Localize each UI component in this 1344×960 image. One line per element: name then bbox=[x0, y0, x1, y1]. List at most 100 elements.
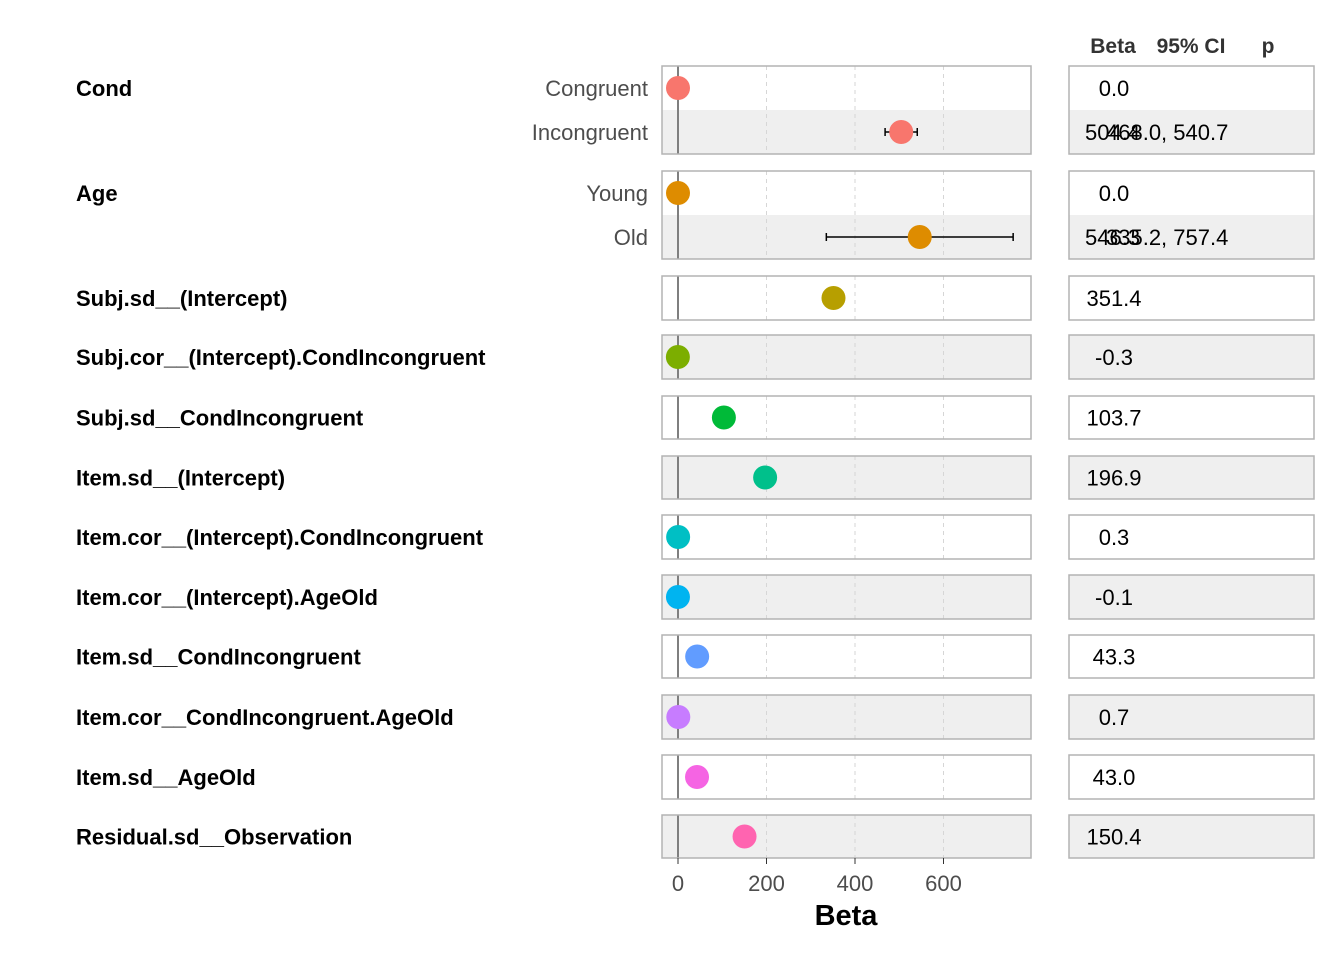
table-panel-border bbox=[1068, 694, 1315, 740]
table-header: Beta 95% CI p bbox=[1090, 35, 1274, 58]
row-shade bbox=[662, 815, 1031, 858]
table-beta-value: 196.9 bbox=[1086, 466, 1141, 491]
term-group: Item.sd__(Intercept) 196.9 bbox=[76, 455, 1315, 500]
table-panel-border bbox=[1068, 514, 1315, 560]
row-shade bbox=[662, 695, 1031, 739]
term-group: Item.sd__CondIncongruent 43.3 bbox=[76, 634, 1315, 679]
table-panel-border bbox=[1068, 634, 1315, 679]
row-shade bbox=[1069, 695, 1314, 739]
plot-panel-border bbox=[661, 634, 1032, 679]
table-beta-value: 103.7 bbox=[1086, 406, 1141, 431]
term-label: Subj.sd__(Intercept) bbox=[76, 286, 287, 311]
plot-panel-border bbox=[661, 170, 1032, 260]
level-label: Incongruent bbox=[532, 120, 648, 145]
term-group: Subj.cor__(Intercept).CondIncongruent -0.… bbox=[76, 334, 1315, 380]
table-panel-border bbox=[1068, 574, 1315, 620]
term-group: Item.sd__AgeOld 43.0 bbox=[76, 754, 1315, 800]
plot-panel-border bbox=[661, 65, 1032, 155]
estimate-point bbox=[666, 705, 691, 729]
table-beta-value: -0.1 bbox=[1095, 585, 1133, 610]
row-shade bbox=[1069, 110, 1314, 154]
row-shade bbox=[662, 456, 1031, 499]
table-ci-value: 468.0, 540.7 bbox=[1106, 120, 1228, 145]
table-beta-value: 0.0 bbox=[1099, 76, 1130, 101]
estimate-point bbox=[732, 824, 757, 849]
term-group: Residual.sd__Observation 150.4 bbox=[76, 814, 1315, 859]
table-beta-value: 0.0 bbox=[1099, 181, 1130, 206]
plot-panel-border bbox=[661, 275, 1032, 321]
estimate-point bbox=[753, 465, 778, 490]
table-panel-border bbox=[1068, 395, 1315, 440]
level-label: Young bbox=[586, 181, 648, 206]
plot-panel-border bbox=[661, 334, 1032, 380]
term-label: Item.sd__AgeOld bbox=[76, 765, 256, 790]
x-tick-label: 400 bbox=[837, 871, 874, 896]
table-header-beta: Beta bbox=[1090, 35, 1136, 58]
plot-panel-border bbox=[661, 514, 1032, 560]
table-beta-value: 546.3 bbox=[1085, 225, 1140, 250]
x-tick-label: 0 bbox=[672, 871, 684, 896]
term-label: Item.cor__CondIncongruent.AgeOld bbox=[76, 705, 454, 730]
term-label: Item.cor__(Intercept).CondIncongruent bbox=[76, 525, 484, 550]
row-shade bbox=[1069, 456, 1314, 499]
table-beta-value: 351.4 bbox=[1086, 286, 1141, 311]
estimate-point bbox=[685, 765, 710, 789]
table-panel-border bbox=[1068, 334, 1315, 380]
term-label: Age bbox=[76, 181, 118, 206]
estimate-point bbox=[666, 76, 690, 100]
term-label: Cond bbox=[76, 76, 132, 101]
row-shade bbox=[662, 110, 1031, 154]
x-tick-label: 200 bbox=[748, 871, 785, 896]
term-label: Item.cor__(Intercept).AgeOld bbox=[76, 585, 378, 610]
estimate-point bbox=[685, 644, 710, 669]
estimate-point bbox=[666, 181, 690, 205]
table-beta-value: 504.4 bbox=[1085, 120, 1140, 145]
table-panel-border bbox=[1068, 754, 1315, 800]
term-group: Subj.sd__CondIncongruent 103.7 bbox=[76, 395, 1315, 440]
term-group: Item.cor__CondIncongruent.AgeOld 0.7 bbox=[76, 694, 1315, 740]
table-beta-value: 43.0 bbox=[1093, 765, 1136, 790]
estimate-point bbox=[711, 405, 736, 430]
plot-panel-border bbox=[661, 694, 1032, 740]
level-label: Congruent bbox=[545, 76, 648, 101]
row-shade bbox=[1069, 215, 1314, 259]
table-panel-border bbox=[1068, 814, 1315, 859]
x-axis-label: Beta bbox=[815, 900, 879, 932]
estimate-point bbox=[907, 225, 932, 249]
plot-panel-border bbox=[661, 814, 1032, 859]
estimate-point bbox=[665, 345, 690, 369]
estimate-point bbox=[821, 286, 846, 310]
estimate-point bbox=[889, 120, 914, 144]
table-panel-border bbox=[1068, 275, 1315, 321]
term-group: Item.cor__(Intercept).CondIncongruent 0.3 bbox=[76, 514, 1315, 560]
table-header-ci: 95% CI bbox=[1157, 35, 1226, 58]
term-label: Subj.cor__(Intercept).CondIncongruent bbox=[76, 345, 486, 370]
level-label: Old bbox=[614, 225, 648, 250]
table-beta-value: 0.7 bbox=[1099, 705, 1130, 730]
table-panel-border bbox=[1068, 170, 1315, 260]
plot-panel-border bbox=[661, 395, 1032, 440]
estimate-point bbox=[665, 585, 690, 609]
x-tick-label: 600 bbox=[925, 871, 962, 896]
table-beta-value: 150.4 bbox=[1086, 825, 1141, 850]
estimate-point bbox=[666, 525, 691, 549]
plot-panel-border bbox=[661, 574, 1032, 620]
term-group: Item.cor__(Intercept).AgeOld -0.1 bbox=[76, 574, 1315, 620]
plot-panel-border bbox=[661, 455, 1032, 500]
table-header-p: p bbox=[1262, 35, 1275, 58]
row-shade bbox=[1069, 575, 1314, 619]
term-label: Item.sd__(Intercept) bbox=[76, 466, 285, 491]
row-shade bbox=[662, 575, 1031, 619]
table-panel-border bbox=[1068, 455, 1315, 500]
term-label: Item.sd__CondIncongruent bbox=[76, 645, 361, 670]
term-label: Subj.sd__CondIncongruent bbox=[76, 406, 364, 431]
table-beta-value: 43.3 bbox=[1093, 645, 1136, 670]
table-panel-border bbox=[1068, 65, 1315, 155]
row-shade bbox=[662, 335, 1031, 379]
term-group: Subj.sd__(Intercept) 351.4 bbox=[76, 275, 1315, 321]
row-shade bbox=[1069, 335, 1314, 379]
